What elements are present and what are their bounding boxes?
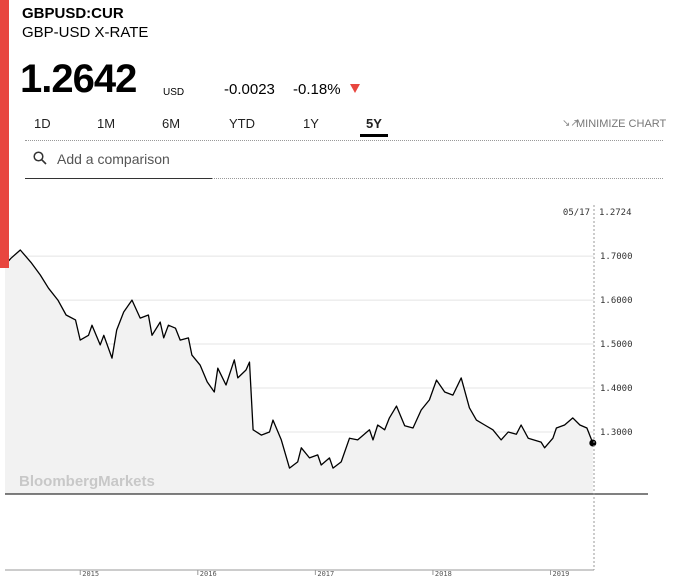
down-arrow [350, 84, 360, 93]
minimize-icon[interactable]: ↘↗ [562, 118, 579, 129]
y-tick-label: 1.5000 [600, 340, 633, 350]
comparison-input[interactable]: Add a comparison [57, 151, 170, 167]
x-tick-label: 2015 [82, 570, 99, 578]
y-tick-label: 1.4000 [600, 384, 633, 394]
range-tab[interactable]: 1M [97, 116, 116, 131]
last-point [589, 439, 597, 447]
y-tick-label: 1.3000 [600, 428, 633, 438]
change-percent: -0.18% [293, 81, 341, 98]
separator [25, 140, 663, 141]
price-line [4, 249, 594, 469]
input-underline [25, 178, 212, 179]
price: 1.2642 [20, 57, 137, 101]
watermark: BloombergMarkets [19, 473, 155, 490]
symbol: GBPUSD:CUR [22, 5, 124, 22]
minimize-chart[interactable]: MINIMIZE CHART [576, 118, 667, 130]
crosshair-date: 05/17 [563, 208, 590, 218]
crosshair-value: 1.2724 [599, 208, 632, 218]
area [5, 250, 593, 494]
x-tick-label: 2019 [553, 570, 570, 578]
x-tick-label: 2016 [200, 570, 217, 578]
range-tab[interactable]: 1Y [303, 116, 319, 131]
x-tick-label: 2017 [317, 570, 334, 578]
y-tick-label: 1.7000 [600, 252, 633, 262]
x-tick-label: 2018 [435, 570, 452, 578]
y-tick-label: 1.6000 [600, 296, 633, 306]
currency: USD [163, 87, 185, 98]
separator [212, 178, 663, 179]
search-icon [33, 151, 47, 165]
range-tab[interactable]: 5Y [360, 116, 388, 137]
accent-bar [0, 0, 9, 268]
range-tab[interactable]: 6M [162, 116, 181, 131]
instrument-name: GBP-USD X-RATE [22, 24, 149, 41]
range-tab[interactable]: YTD [229, 116, 255, 131]
range-tab[interactable]: 1D [34, 116, 51, 131]
change: -0.0023 [224, 81, 275, 98]
